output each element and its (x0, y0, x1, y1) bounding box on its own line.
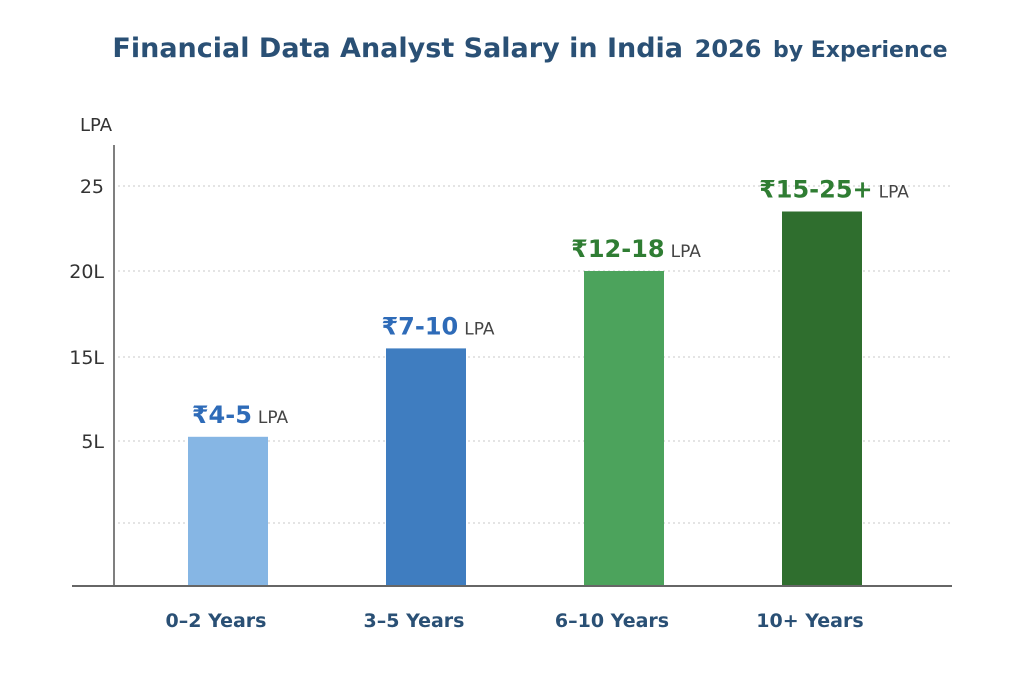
data-label-unit: LPA (258, 408, 289, 428)
bars (188, 211, 862, 586)
data-label: ₹15-25+ LPA (759, 176, 909, 204)
chart-title-main: Financial Data Analyst Salary in India (112, 33, 683, 64)
data-label-unit: LPA (879, 183, 910, 203)
chart-title-year: 2026 (695, 35, 762, 63)
data-label-range: ₹15-25+ (759, 176, 873, 204)
y-tick-label: 5L (81, 431, 104, 453)
y-tick-label: 25 (80, 176, 104, 198)
x-axis-ticks: 0–2 Years 3–5 Years 6–10 Years 10+ Years (166, 610, 864, 632)
data-label-range: ₹7-10 (381, 312, 458, 340)
data-label-range: ₹4-5 (192, 401, 252, 429)
x-tick-label: 0–2 Years (166, 610, 267, 632)
bar (584, 271, 664, 586)
chart-title-suffix: by Experience (773, 38, 948, 63)
chart-title: Financial Data Analyst Salary in India 2… (112, 33, 947, 64)
data-label-range: ₹12-18 (571, 235, 664, 263)
y-axis-label: LPA (80, 115, 113, 136)
y-axis-ticks: 5L 15L 20L 25 (69, 176, 104, 453)
data-label: ₹4-5 LPA (192, 401, 289, 429)
data-label: ₹12-18 LPA (571, 235, 701, 263)
x-tick-label: 10+ Years (756, 610, 863, 632)
bar (386, 348, 466, 586)
data-labels: ₹4-5 LPA ₹7-10 LPA ₹12-18 LPA ₹15-25+ LPA (192, 176, 909, 429)
data-label: ₹7-10 LPA (381, 312, 494, 340)
data-label-unit: LPA (464, 319, 495, 339)
bar (782, 211, 862, 586)
bar (188, 436, 268, 586)
y-tick-label: 20L (69, 261, 104, 283)
x-tick-label: 3–5 Years (364, 610, 465, 632)
gridlines (118, 185, 950, 524)
data-label-unit: LPA (671, 242, 702, 262)
x-tick-label: 6–10 Years (555, 610, 669, 632)
y-tick-label: 15L (69, 347, 104, 369)
